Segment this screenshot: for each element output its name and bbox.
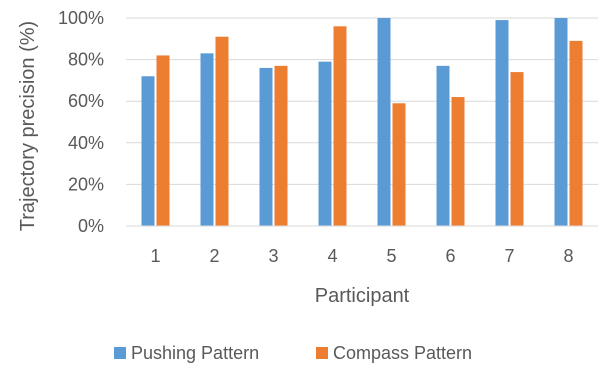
x-tick-label: 6 [445,246,455,266]
bar-pushing-7 [495,20,509,226]
bar-pushing-8 [554,18,568,226]
bar-compass-1 [156,55,170,226]
y-axis-title: Trajectory precision (%) [17,21,39,231]
y-tick-label: 0% [78,216,104,236]
y-tick-label: 80% [68,50,104,70]
bar-pushing-6 [436,65,450,226]
x-tick-label: 1 [150,246,160,266]
y-tick-label: 20% [68,174,104,194]
y-tick-label: 60% [68,91,104,111]
legend-swatch [114,347,126,359]
bar-pushing-5 [377,18,391,226]
bar-compass-6 [451,97,465,226]
bars [141,18,583,227]
legend-label: Pushing Pattern [131,343,259,363]
x-axis-title: Participant [315,285,410,307]
bar-compass-8 [569,40,583,226]
bar-compass-4 [333,26,347,226]
bar-pushing-2 [200,53,214,226]
bar-pushing-4 [318,61,332,227]
x-tick-label: 5 [386,246,396,266]
legend-label: Compass Pattern [333,343,472,363]
y-tick-label: 100% [58,8,104,28]
x-tick-label: 8 [563,246,573,266]
bar-compass-7 [510,72,524,226]
bar-compass-3 [274,65,288,226]
bar-pushing-1 [141,76,155,227]
x-tick-label: 3 [268,246,278,266]
legend-swatch [316,347,328,359]
bar-pushing-3 [259,67,273,226]
x-tick-label: 7 [504,246,514,266]
x-tick-labels: 1 2 3 4 5 6 7 8 [150,246,573,266]
x-tick-label: 2 [209,246,219,266]
legend: Pushing Pattern Compass Pattern [114,343,472,363]
bar-compass-2 [215,36,229,226]
bar-compass-5 [392,103,406,226]
x-tick-label: 4 [327,246,337,266]
y-tick-labels: 0% 20% 40% 60% 80% 100% [58,8,104,236]
gridlines [126,17,598,185]
y-tick-label: 40% [68,133,104,153]
